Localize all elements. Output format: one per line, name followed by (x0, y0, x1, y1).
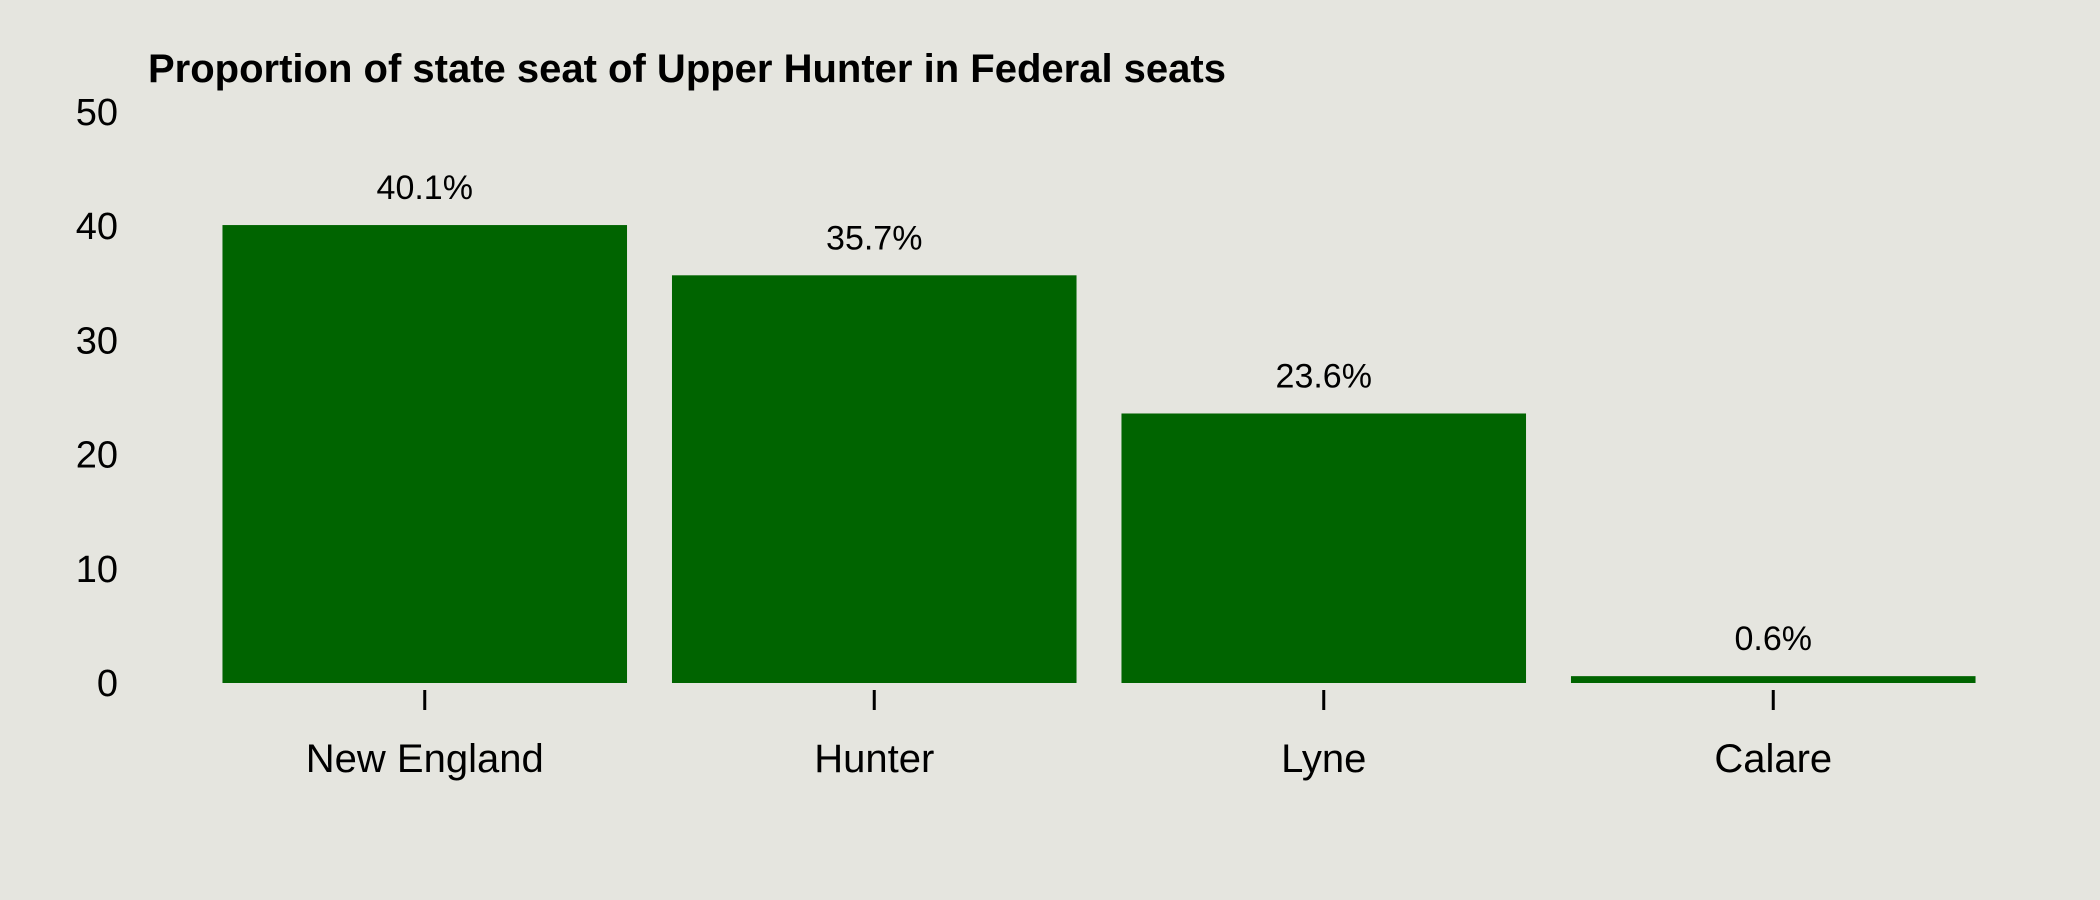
data-label: 40.1% (377, 169, 473, 207)
x-axis: New England Hunter Lyne Calare (306, 690, 1832, 781)
y-tick-label: 40 (76, 206, 118, 248)
y-tick-label: 30 (76, 320, 118, 362)
bar-new-england (222, 225, 628, 684)
bar-lyne (1121, 413, 1527, 683)
bars-group (222, 225, 1976, 684)
chart-title: Proportion of state seat of Upper Hunter… (148, 47, 1226, 91)
bar-hunter (671, 275, 1077, 683)
data-label: 35.7% (826, 219, 922, 257)
y-tick-label: 50 (76, 92, 118, 134)
x-tick-label: Lyne (1281, 737, 1366, 781)
y-tick-label: 0 (97, 663, 118, 705)
y-axis: 0 10 20 30 40 50 (76, 92, 118, 705)
y-tick-label: 10 (76, 549, 118, 591)
x-tick-label: Calare (1714, 737, 1832, 781)
bar-calare (1570, 676, 1976, 683)
y-tick-label: 20 (76, 435, 118, 477)
data-label: 0.6% (1735, 620, 1813, 658)
x-tick-label: Hunter (814, 737, 934, 781)
x-tick-label: New England (306, 737, 544, 781)
data-labels-group: 40.1% 35.7% 23.6% 0.6% (377, 169, 1812, 658)
data-label: 23.6% (1276, 357, 1372, 395)
